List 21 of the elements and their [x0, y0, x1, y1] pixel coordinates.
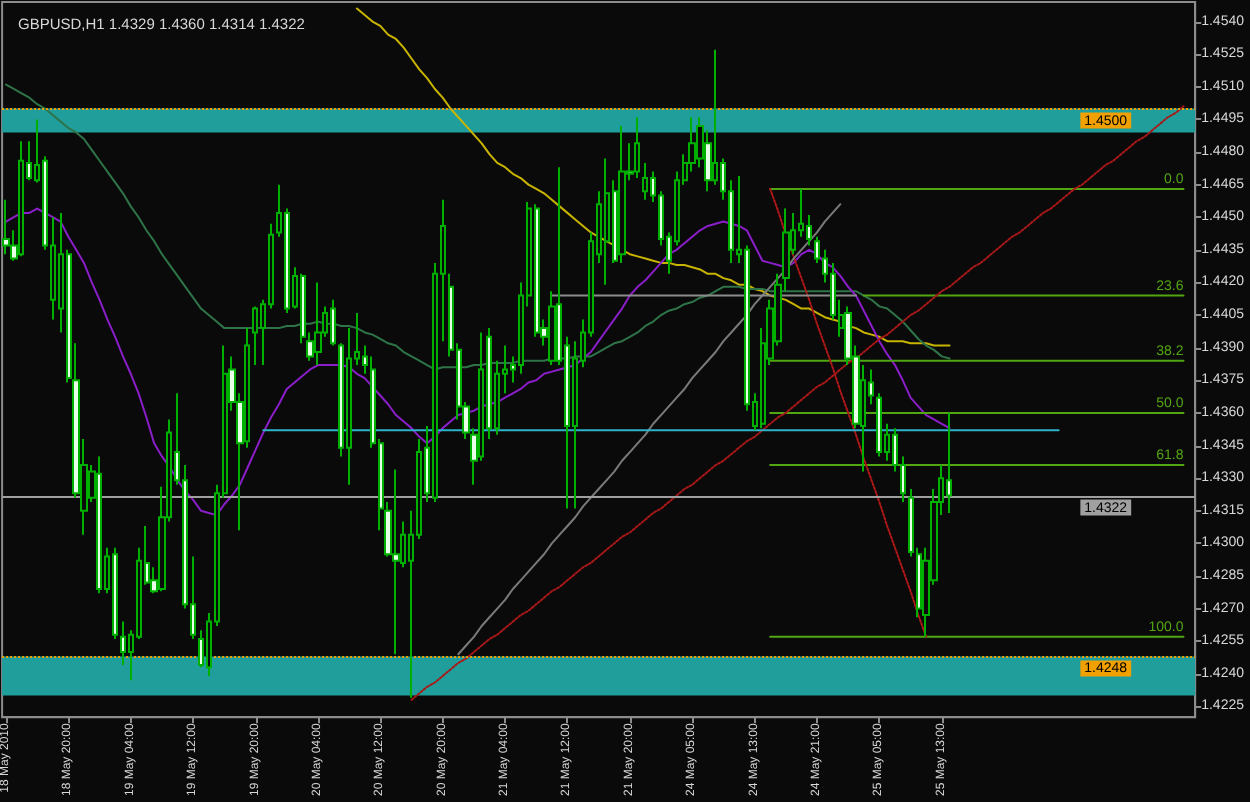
- candlestick: [330, 298, 336, 347]
- line-series: [5, 207, 951, 517]
- candlestick: [642, 161, 648, 201]
- candlestick: [604, 157, 610, 286]
- candlestick: [252, 305, 258, 367]
- candlestick: [96, 455, 102, 595]
- line-series: [457, 203, 842, 656]
- candlestick: [314, 281, 322, 367]
- candlestick: [634, 116, 640, 180]
- candlestick: [18, 140, 24, 258]
- line-series: [769, 187, 928, 638]
- candlestick: [2, 198, 10, 256]
- candlestick: [534, 203, 540, 338]
- line-series: [5, 83, 951, 371]
- candlestick: [618, 124, 626, 264]
- candlestick: [946, 411, 952, 514]
- line-series: [355, 7, 951, 347]
- candlestick: [876, 392, 882, 458]
- candlestick: [392, 468, 400, 656]
- candlestick: [112, 546, 118, 641]
- line-series: [410, 105, 1185, 701]
